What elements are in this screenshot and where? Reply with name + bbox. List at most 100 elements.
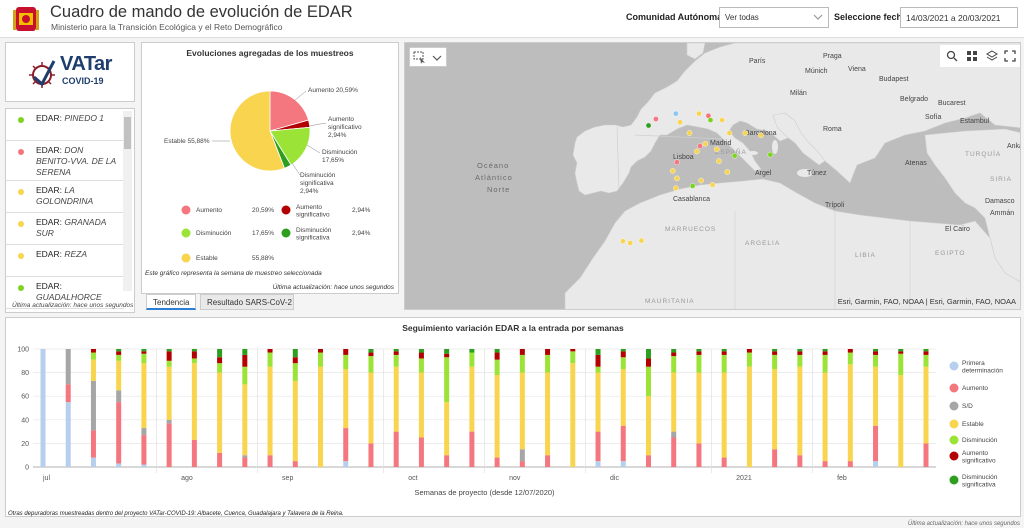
map-point[interactable] xyxy=(686,130,693,136)
bar-segment[interactable] xyxy=(116,360,122,391)
bar-segment[interactable] xyxy=(494,349,500,353)
bar-segment[interactable] xyxy=(318,352,324,367)
bar-segment[interactable] xyxy=(418,437,424,468)
bar-segment[interactable] xyxy=(90,430,96,458)
map-point[interactable] xyxy=(673,110,679,117)
bar-segment[interactable] xyxy=(318,349,324,353)
bar-segment[interactable] xyxy=(217,452,223,467)
map-point[interactable] xyxy=(716,158,722,164)
bar-segment[interactable] xyxy=(343,354,349,370)
map-point[interactable] xyxy=(758,132,764,138)
map-point[interactable] xyxy=(620,238,626,244)
bar-segment[interactable] xyxy=(267,455,273,467)
map-point[interactable] xyxy=(674,175,680,182)
bar-segment[interactable] xyxy=(267,366,273,456)
bar-segment[interactable] xyxy=(671,356,677,373)
bar-segment[interactable] xyxy=(65,349,71,385)
bar-segment[interactable] xyxy=(645,455,651,467)
bar-segment[interactable] xyxy=(469,352,475,367)
bar-segment[interactable] xyxy=(242,354,248,367)
map-point[interactable] xyxy=(674,159,680,165)
bar-segment[interactable] xyxy=(822,349,828,352)
bar-segment[interactable] xyxy=(242,457,248,467)
bar-segment[interactable] xyxy=(923,351,929,355)
basemap-icon[interactable] xyxy=(966,50,978,62)
search-icon[interactable] xyxy=(946,50,958,62)
bar-segment[interactable] xyxy=(267,352,273,367)
bar-segment[interactable] xyxy=(923,349,929,352)
bar-segment[interactable] xyxy=(469,349,475,353)
bar-segment[interactable] xyxy=(847,349,853,353)
map-point[interactable] xyxy=(645,122,652,129)
bar-segment[interactable] xyxy=(873,461,879,467)
bar-segment[interactable] xyxy=(797,455,803,467)
bar-segment[interactable] xyxy=(242,349,248,355)
bar-segment[interactable] xyxy=(671,431,677,438)
bar-segment[interactable] xyxy=(873,425,879,462)
bar-segment[interactable] xyxy=(721,457,727,467)
pie-slice[interactable] xyxy=(269,90,309,132)
bar-segment[interactable] xyxy=(671,437,677,468)
bar-segment[interactable] xyxy=(545,372,551,456)
bar-segment[interactable] xyxy=(746,352,752,367)
bar-segment[interactable] xyxy=(721,349,727,352)
bar-segment[interactable] xyxy=(116,351,122,355)
bar-segment[interactable] xyxy=(595,431,601,462)
bar-segment[interactable] xyxy=(923,443,929,467)
bar-segment[interactable] xyxy=(444,402,450,456)
pie-slice[interactable] xyxy=(229,90,285,172)
bar-segment[interactable] xyxy=(292,380,298,462)
bar-segment[interactable] xyxy=(545,349,551,355)
ccaa-select[interactable]: Ver todas xyxy=(719,7,829,28)
bar-segment[interactable] xyxy=(797,366,803,456)
bar-segment[interactable] xyxy=(141,349,147,352)
bar-segment[interactable] xyxy=(645,366,651,397)
map-select-tool[interactable] xyxy=(409,47,447,67)
edar-list-item[interactable]: EDAR: GRANADA SUR xyxy=(6,213,124,245)
fullscreen-icon[interactable] xyxy=(1004,50,1016,62)
bar-segment[interactable] xyxy=(418,352,424,359)
edar-list-scrollbar[interactable] xyxy=(123,111,132,291)
bar-segment[interactable] xyxy=(797,351,803,355)
map-point[interactable] xyxy=(677,119,683,126)
bar-segment[interactable] xyxy=(418,372,424,438)
bar-segment[interactable] xyxy=(141,428,147,436)
bar-segment[interactable] xyxy=(696,351,702,355)
bar-segment[interactable] xyxy=(141,435,147,465)
bar-segment[interactable] xyxy=(141,464,147,467)
bar-segment[interactable] xyxy=(444,357,450,403)
bar-segment[interactable] xyxy=(217,357,223,364)
bar-segment[interactable] xyxy=(292,461,298,467)
bar-segment[interactable] xyxy=(65,384,71,403)
bar-segment[interactable] xyxy=(90,359,96,381)
bar-segment[interactable] xyxy=(90,349,96,353)
bar-segment[interactable] xyxy=(343,428,349,462)
bar-segment[interactable] xyxy=(116,402,122,464)
map-point[interactable] xyxy=(702,141,709,147)
bar-segment[interactable] xyxy=(847,352,853,365)
bar-segment[interactable] xyxy=(494,374,500,458)
bar-segment[interactable] xyxy=(90,457,96,467)
bar-segment[interactable] xyxy=(721,372,727,458)
bar-segment[interactable] xyxy=(494,352,500,360)
map-point[interactable] xyxy=(742,130,748,136)
bar-segment[interactable] xyxy=(166,423,172,467)
bar-segment[interactable] xyxy=(141,363,147,429)
bar-segment[interactable] xyxy=(393,351,399,355)
bar-segment[interactable] xyxy=(116,463,122,467)
map-view[interactable]: París Praga Viena Múnich Budapest Milán Belgra… xyxy=(404,42,1021,310)
map-point[interactable] xyxy=(627,240,633,246)
bar-segment[interactable] xyxy=(116,349,122,352)
fecha-select[interactable]: 14/03/2021 a 20/03/2021 xyxy=(900,7,1018,28)
bar-segment[interactable] xyxy=(368,352,374,357)
map-point[interactable] xyxy=(689,183,696,189)
bar-segment[interactable] xyxy=(570,349,576,352)
bar-segment[interactable] xyxy=(873,351,879,355)
bar-segment[interactable] xyxy=(696,349,702,352)
map-point[interactable] xyxy=(673,185,679,191)
bar-segment[interactable] xyxy=(847,364,853,462)
layers-icon[interactable] xyxy=(986,50,998,62)
bar-segment[interactable] xyxy=(545,455,551,467)
bar-segment[interactable] xyxy=(595,461,601,467)
bar-segment[interactable] xyxy=(343,461,349,467)
